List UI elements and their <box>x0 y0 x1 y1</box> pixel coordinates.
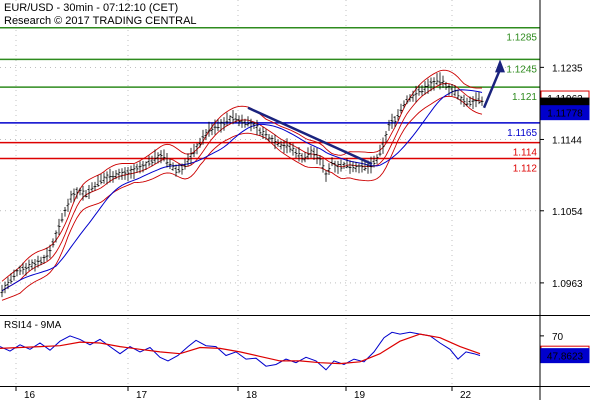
x-tick-label: 17 <box>136 390 148 400</box>
level-label: 1.114 <box>513 148 538 159</box>
chart-title: EUR/USD - 30min - 07:12:10 (CET) <box>4 2 179 14</box>
x-tick-label: 19 <box>354 390 366 400</box>
level-label: 1.112 <box>513 163 538 174</box>
rsi-series <box>0 331 481 371</box>
copyright-label: Research © 2017 TRADING CENTRAL <box>4 15 197 27</box>
x-tick-label: 18 <box>246 390 258 400</box>
rsi-series <box>0 333 481 365</box>
level-label: 1.121 <box>512 92 537 103</box>
rsi-plot: RSI14 - 9MA <box>0 320 481 371</box>
value-tag <box>540 105 590 121</box>
bollinger-upper <box>1 69 483 282</box>
projection-arrow <box>482 68 502 109</box>
level-label: 1.1285 <box>506 33 537 44</box>
x-tick-label: 22 <box>460 390 472 400</box>
level-label: 1.1245 <box>506 64 537 75</box>
rsi-value-tag-label: 47.8623 <box>547 352 584 363</box>
moving-average <box>1 89 483 292</box>
y-tick-label: 1.0963 <box>552 279 583 290</box>
trendline <box>247 106 373 166</box>
bollinger-middle <box>1 82 483 292</box>
level-label: 1.1165 <box>507 128 537 139</box>
x-tick-label: 16 <box>24 390 36 400</box>
rsi-value-tag <box>540 348 590 364</box>
rsi-y-tick-label: 70 <box>552 332 564 343</box>
value-tag-label: 1.11778 <box>547 109 583 120</box>
y-tick-label: 1.1235 <box>552 63 583 74</box>
price-plot: 1.1285 1.1245 1.121 1.1165 1.114 1.112 <box>0 26 540 301</box>
y-tick-label: 1.1054 <box>552 207 583 218</box>
bollinger-lower <box>1 95 483 301</box>
projection-arrow-head <box>495 59 505 73</box>
grid <box>0 0 540 385</box>
y-tick-label: 1.1144 <box>552 135 582 146</box>
rsi-title: RSI14 - 9MA <box>4 320 62 331</box>
